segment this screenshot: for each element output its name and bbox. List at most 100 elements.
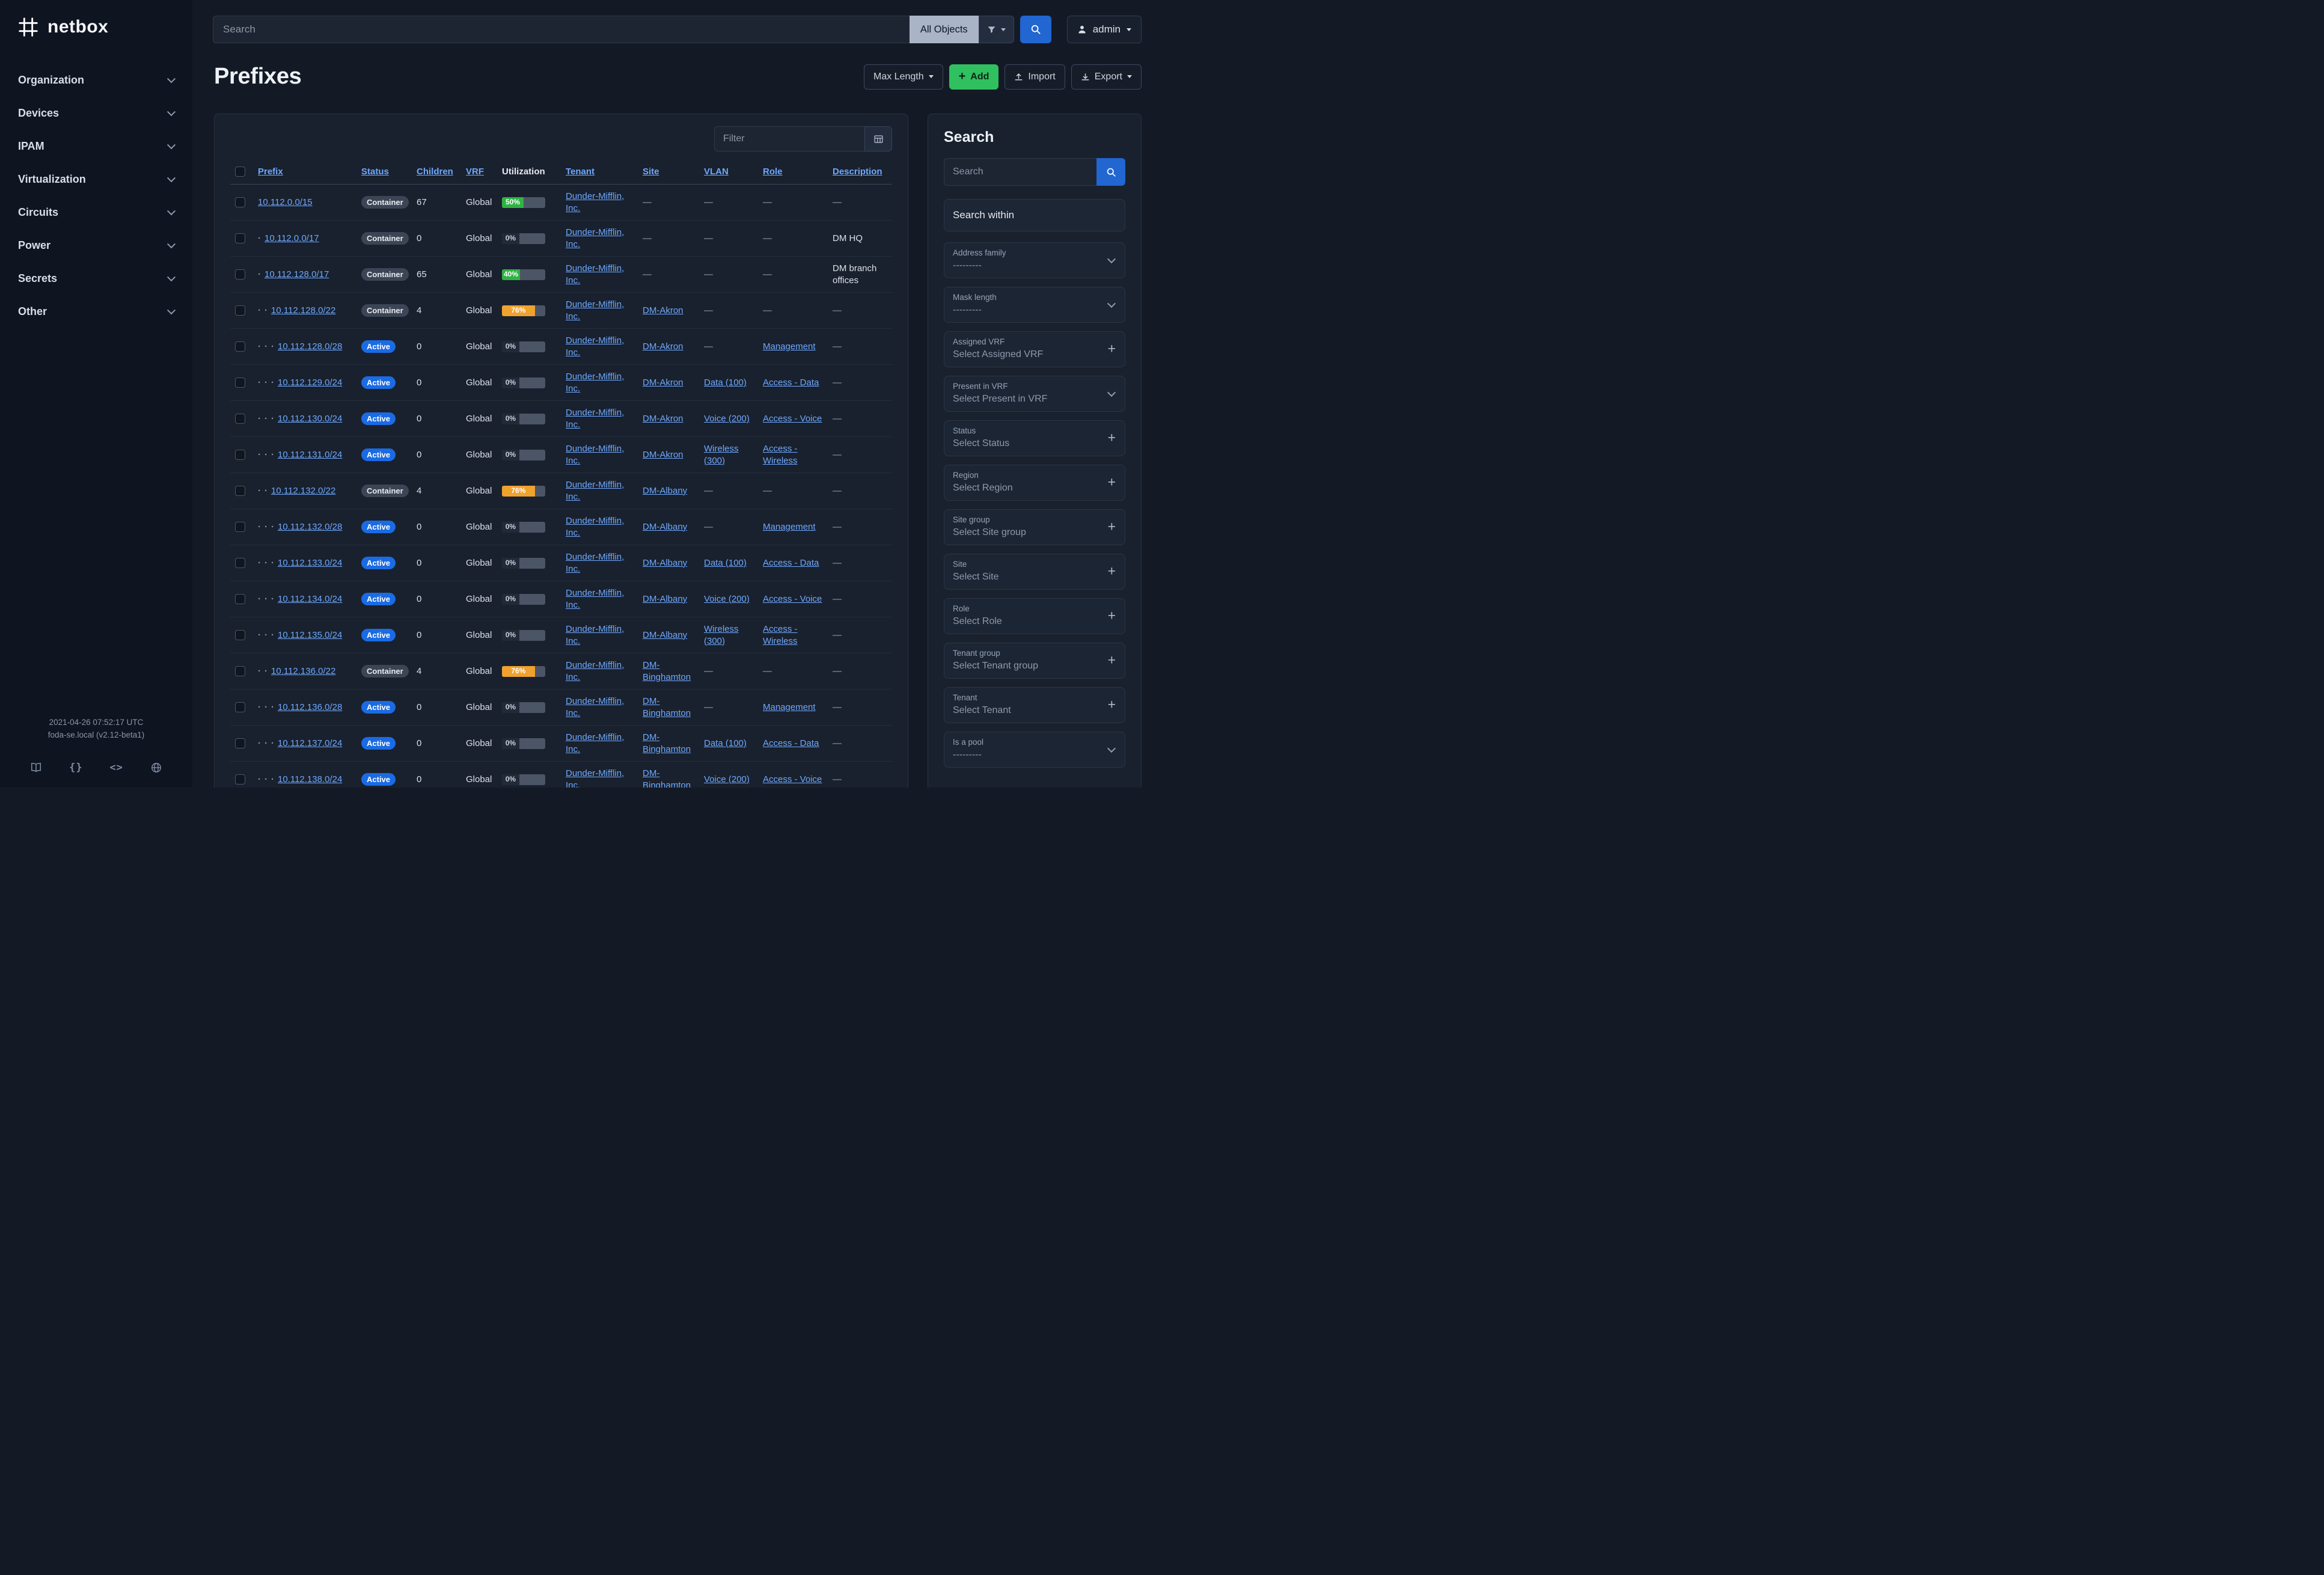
column-sort-link[interactable]: Role — [763, 167, 783, 177]
sidebar-item-organization[interactable]: Organization — [16, 64, 177, 97]
row-checkbox[interactable] — [235, 774, 245, 784]
sidebar-item-virtualization[interactable]: Virtualization — [16, 163, 177, 196]
column-sort-link[interactable]: Description — [833, 167, 882, 177]
table-filter-input[interactable] — [714, 126, 864, 151]
vlan-link[interactable]: Data (100) — [704, 557, 747, 568]
site-link[interactable]: DM-Akron — [643, 341, 683, 352]
tenant-link[interactable]: Dunder-Mifflin, Inc. — [566, 624, 625, 646]
sidebar-item-other[interactable]: Other — [16, 295, 177, 328]
row-checkbox[interactable] — [235, 702, 245, 712]
prefix-link[interactable]: 10.112.137.0/24 — [278, 738, 343, 748]
site-link[interactable]: DM-Albany — [643, 485, 688, 496]
filter-field-is-a-pool[interactable]: Is a pool --------- — [944, 732, 1125, 768]
search-scope-button[interactable]: All Objects — [909, 16, 979, 43]
role-link[interactable]: Access - Wireless — [763, 444, 798, 466]
prefix-link[interactable]: 10.112.128.0/17 — [265, 269, 329, 280]
filter-field-assigned-vrf[interactable]: Assigned VRF Select Assigned VRF + — [944, 331, 1125, 367]
prefix-link[interactable]: 10.112.134.0/24 — [278, 593, 343, 604]
docs-book-icon[interactable] — [30, 762, 42, 774]
vlan-link[interactable]: Wireless (300) — [704, 444, 739, 466]
sidebar-item-power[interactable]: Power — [16, 229, 177, 262]
filter-field-mask-length[interactable]: Mask length --------- — [944, 287, 1125, 323]
row-checkbox[interactable] — [235, 522, 245, 532]
row-checkbox[interactable] — [235, 341, 245, 352]
rest-api-braces-icon[interactable]: {} — [69, 761, 83, 774]
role-link[interactable]: Management — [763, 521, 816, 532]
prefix-link[interactable]: 10.112.128.0/22 — [271, 305, 336, 316]
filter-field-role[interactable]: Role Select Role + — [944, 598, 1125, 634]
role-link[interactable]: Management — [763, 341, 816, 352]
row-checkbox[interactable] — [235, 269, 245, 280]
prefix-link[interactable]: 10.112.130.0/24 — [278, 413, 343, 424]
filter-field-region[interactable]: Region Select Region + — [944, 465, 1125, 501]
row-checkbox[interactable] — [235, 630, 245, 640]
vlan-link[interactable]: Data (100) — [704, 738, 747, 748]
column-sort-link[interactable]: Site — [643, 167, 659, 177]
row-checkbox[interactable] — [235, 197, 245, 207]
vlan-link[interactable]: Voice (200) — [704, 593, 750, 604]
prefix-link[interactable]: 10.112.136.0/28 — [278, 702, 343, 712]
row-checkbox[interactable] — [235, 486, 245, 496]
tenant-link[interactable]: Dunder-Mifflin, Inc. — [566, 696, 625, 718]
role-link[interactable]: Management — [763, 702, 816, 712]
site-link[interactable]: DM-Albany — [643, 521, 688, 532]
filter-field-status[interactable]: Status Select Status + — [944, 420, 1125, 456]
site-link[interactable]: DM-Akron — [643, 449, 683, 460]
role-link[interactable]: Access - Wireless — [763, 624, 798, 646]
vlan-link[interactable]: Voice (200) — [704, 774, 750, 784]
site-link[interactable]: DM-Albany — [643, 557, 688, 568]
add-button[interactable]: + Add — [949, 64, 999, 90]
global-search-input[interactable] — [213, 16, 910, 43]
code-icon[interactable]: <> — [109, 761, 123, 774]
column-sort-link[interactable]: VRF — [466, 167, 484, 177]
row-checkbox[interactable] — [235, 233, 245, 243]
tenant-link[interactable]: Dunder-Mifflin, Inc. — [566, 552, 625, 574]
prefix-link[interactable]: 10.112.132.0/28 — [278, 521, 343, 532]
column-sort-link[interactable]: Prefix — [258, 167, 283, 177]
prefix-link[interactable]: 10.112.133.0/24 — [278, 557, 343, 568]
site-link[interactable]: DM-Akron — [643, 413, 683, 424]
globe-icon[interactable] — [150, 762, 162, 774]
tenant-link[interactable]: Dunder-Mifflin, Inc. — [566, 263, 625, 286]
site-link[interactable]: DM-Binghamton — [643, 696, 691, 718]
select-all-checkbox[interactable] — [235, 167, 245, 177]
role-link[interactable]: Access - Voice — [763, 593, 822, 604]
prefix-link[interactable]: 10.112.128.0/28 — [278, 341, 343, 352]
tenant-link[interactable]: Dunder-Mifflin, Inc. — [566, 335, 625, 358]
vlan-link[interactable]: Voice (200) — [704, 413, 750, 424]
site-link[interactable]: DM-Albany — [643, 629, 688, 640]
tenant-link[interactable]: Dunder-Mifflin, Inc. — [566, 444, 625, 466]
global-search-submit-button[interactable] — [1020, 16, 1051, 43]
filter-field-tenant[interactable]: Tenant Select Tenant + — [944, 687, 1125, 723]
sidebar-item-ipam[interactable]: IPAM — [16, 130, 177, 163]
vlan-link[interactable]: Data (100) — [704, 377, 747, 388]
role-link[interactable]: Access - Data — [763, 377, 819, 388]
filter-field-site-group[interactable]: Site group Select Site group + — [944, 509, 1125, 545]
netbox-logo[interactable]: netbox — [16, 16, 177, 38]
prefix-link[interactable]: 10.112.0.0/15 — [258, 197, 313, 207]
max-length-dropdown-button[interactable]: Max Length — [864, 64, 943, 90]
row-checkbox[interactable] — [235, 558, 245, 568]
row-checkbox[interactable] — [235, 594, 245, 604]
tenant-link[interactable]: Dunder-Mifflin, Inc. — [566, 516, 625, 538]
row-checkbox[interactable] — [235, 414, 245, 424]
filter-field-tenant-group[interactable]: Tenant group Select Tenant group + — [944, 643, 1125, 679]
table-configure-button[interactable] — [864, 126, 892, 151]
site-link[interactable]: DM-Binghamton — [643, 660, 691, 682]
export-dropdown-button[interactable]: Export — [1071, 64, 1142, 90]
row-checkbox[interactable] — [235, 450, 245, 460]
sidebar-item-devices[interactable]: Devices — [16, 97, 177, 130]
sidebar-item-secrets[interactable]: Secrets — [16, 262, 177, 295]
tenant-link[interactable]: Dunder-Mifflin, Inc. — [566, 227, 625, 249]
prefix-link[interactable]: 10.112.135.0/24 — [278, 629, 343, 640]
tenant-link[interactable]: Dunder-Mifflin, Inc. — [566, 588, 625, 610]
search-within-field[interactable]: Search within — [944, 199, 1125, 231]
site-link[interactable]: DM-Akron — [643, 377, 683, 388]
tenant-link[interactable]: Dunder-Mifflin, Inc. — [566, 372, 625, 394]
row-checkbox[interactable] — [235, 305, 245, 316]
import-button[interactable]: Import — [1005, 64, 1065, 90]
panel-search-input[interactable] — [944, 158, 1096, 186]
column-sort-link[interactable]: VLAN — [704, 167, 729, 177]
prefix-link[interactable]: 10.112.131.0/24 — [278, 449, 343, 460]
site-link[interactable]: DM-Binghamton — [643, 768, 691, 788]
